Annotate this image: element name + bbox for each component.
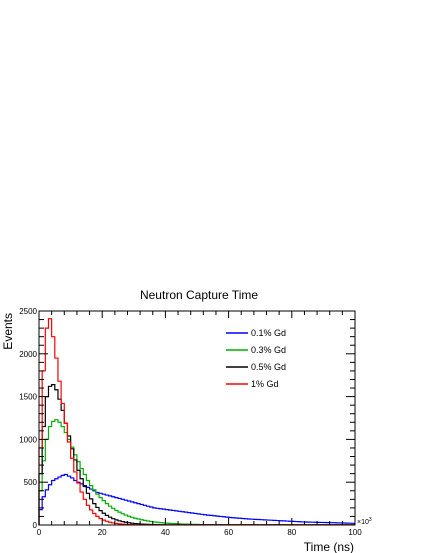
- legend-label-1: 0.3% Gd: [251, 345, 286, 355]
- series-line-1: [38, 419, 355, 526]
- x-tick-label: 60: [224, 528, 233, 537]
- plot-frame: [38, 310, 356, 526]
- y-tick-label: 2500: [19, 307, 37, 316]
- x-tick-label: 20: [98, 528, 107, 537]
- x-multiplier-base: ×10: [357, 519, 369, 526]
- y-tick-label: 500: [24, 478, 38, 487]
- y-tick-label: 1500: [19, 393, 37, 402]
- x-tick-label: 40: [161, 528, 170, 537]
- x-axis-label: Time (ns): [304, 540, 354, 553]
- x-tick-label: 100: [348, 528, 362, 537]
- y-tick-label: 0: [33, 521, 38, 530]
- x-axis-multiplier: ×103: [357, 517, 372, 526]
- legend-label-2: 0.5% Gd: [251, 362, 286, 372]
- y-axis-label: Events: [1, 313, 15, 350]
- x-tick-label: 0: [37, 528, 42, 537]
- y-tick-label: 2000: [19, 350, 37, 359]
- legend-label-3: 1% Gd: [251, 379, 279, 389]
- x-multiplier-exponent: 3: [369, 517, 372, 523]
- y-tick-label: 1000: [19, 435, 37, 444]
- x-tick-label: 80: [287, 528, 296, 537]
- series-line-0: [38, 473, 355, 525]
- chart-title: Neutron Capture Time: [140, 288, 258, 302]
- legend-label-0: 0.1% Gd: [251, 328, 286, 338]
- legend: 0.1% Gd 0.3% Gd 0.5% Gd 1% Gd: [226, 328, 286, 389]
- series-line-3: [38, 318, 355, 526]
- series-layer: [38, 318, 355, 526]
